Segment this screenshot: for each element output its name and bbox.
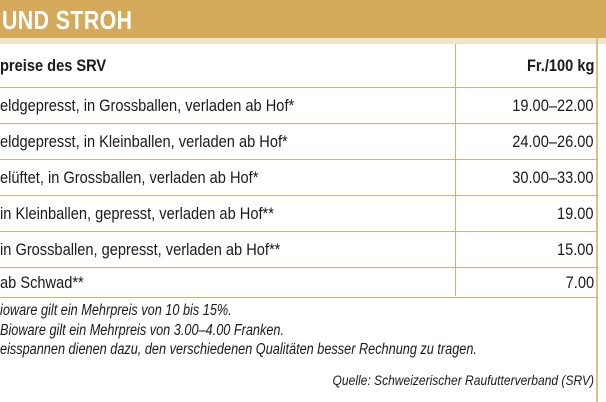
table-row: ab Schwad** 7.00 xyxy=(0,268,598,298)
table-row: in Kleinballen, gepresst, verladen ab Ho… xyxy=(0,196,598,232)
header-unit: Fr./100 kg xyxy=(526,56,594,75)
right-border xyxy=(596,38,598,402)
row-separator xyxy=(0,195,598,196)
footnote: eisspannen dienen dazu, den verschiedene… xyxy=(0,341,477,358)
table-row: in Grossballen, gepresst, verladen ab Ho… xyxy=(0,232,598,268)
table-row: elüftet, in Grossballen, verladen ab Hof… xyxy=(0,160,598,196)
row-price: 30.00–33.00 xyxy=(512,168,594,187)
column-divider xyxy=(455,44,456,296)
row-label: in Kleinballen, gepresst, verladen ab Ho… xyxy=(0,204,274,223)
banner-divider xyxy=(0,38,606,44)
footnote: ioware gilt ein Mehrpreis von 10 bis 15%… xyxy=(0,302,232,319)
row-label: in Grossballen, gepresst, verladen ab Ho… xyxy=(0,240,281,259)
table-row: eldgepresst, in Grossballen, verladen ab… xyxy=(0,88,598,124)
row-price: 15.00 xyxy=(557,240,594,259)
row-label: eldgepresst, in Grossballen, verladen ab… xyxy=(0,96,295,115)
row-price: 24.00–26.00 xyxy=(512,132,594,151)
row-separator xyxy=(0,123,598,124)
title-banner: UND STROH xyxy=(0,0,606,38)
source-credit: Quelle: Schweizerischer Raufutterverband… xyxy=(332,372,594,388)
footnote: Bioware gilt ein Mehrpreis von 3.00–4.00… xyxy=(0,321,285,339)
row-price: 19.00–22.00 xyxy=(512,96,594,115)
banner-title: UND STROH xyxy=(2,5,133,35)
footnotes: ioware gilt ein Mehrpreis von 10 bis 15%… xyxy=(0,301,600,360)
row-label: ab Schwad** xyxy=(0,273,84,292)
row-separator xyxy=(0,267,598,268)
row-separator xyxy=(0,231,598,232)
row-label: elüftet, in Grossballen, verladen ab Hof… xyxy=(0,168,259,187)
table-header: preise des SRV Fr./100 kg xyxy=(0,44,598,88)
row-separator xyxy=(0,159,598,160)
row-price: 7.00 xyxy=(565,273,594,292)
row-price: 19.00 xyxy=(557,204,594,223)
row-separator xyxy=(0,87,598,88)
row-label: eldgepresst, in Kleinballen, verladen ab… xyxy=(0,132,288,151)
row-separator xyxy=(0,297,598,298)
table-row: eldgepresst, in Kleinballen, verladen ab… xyxy=(0,124,598,160)
header-label: preise des SRV xyxy=(0,56,107,75)
